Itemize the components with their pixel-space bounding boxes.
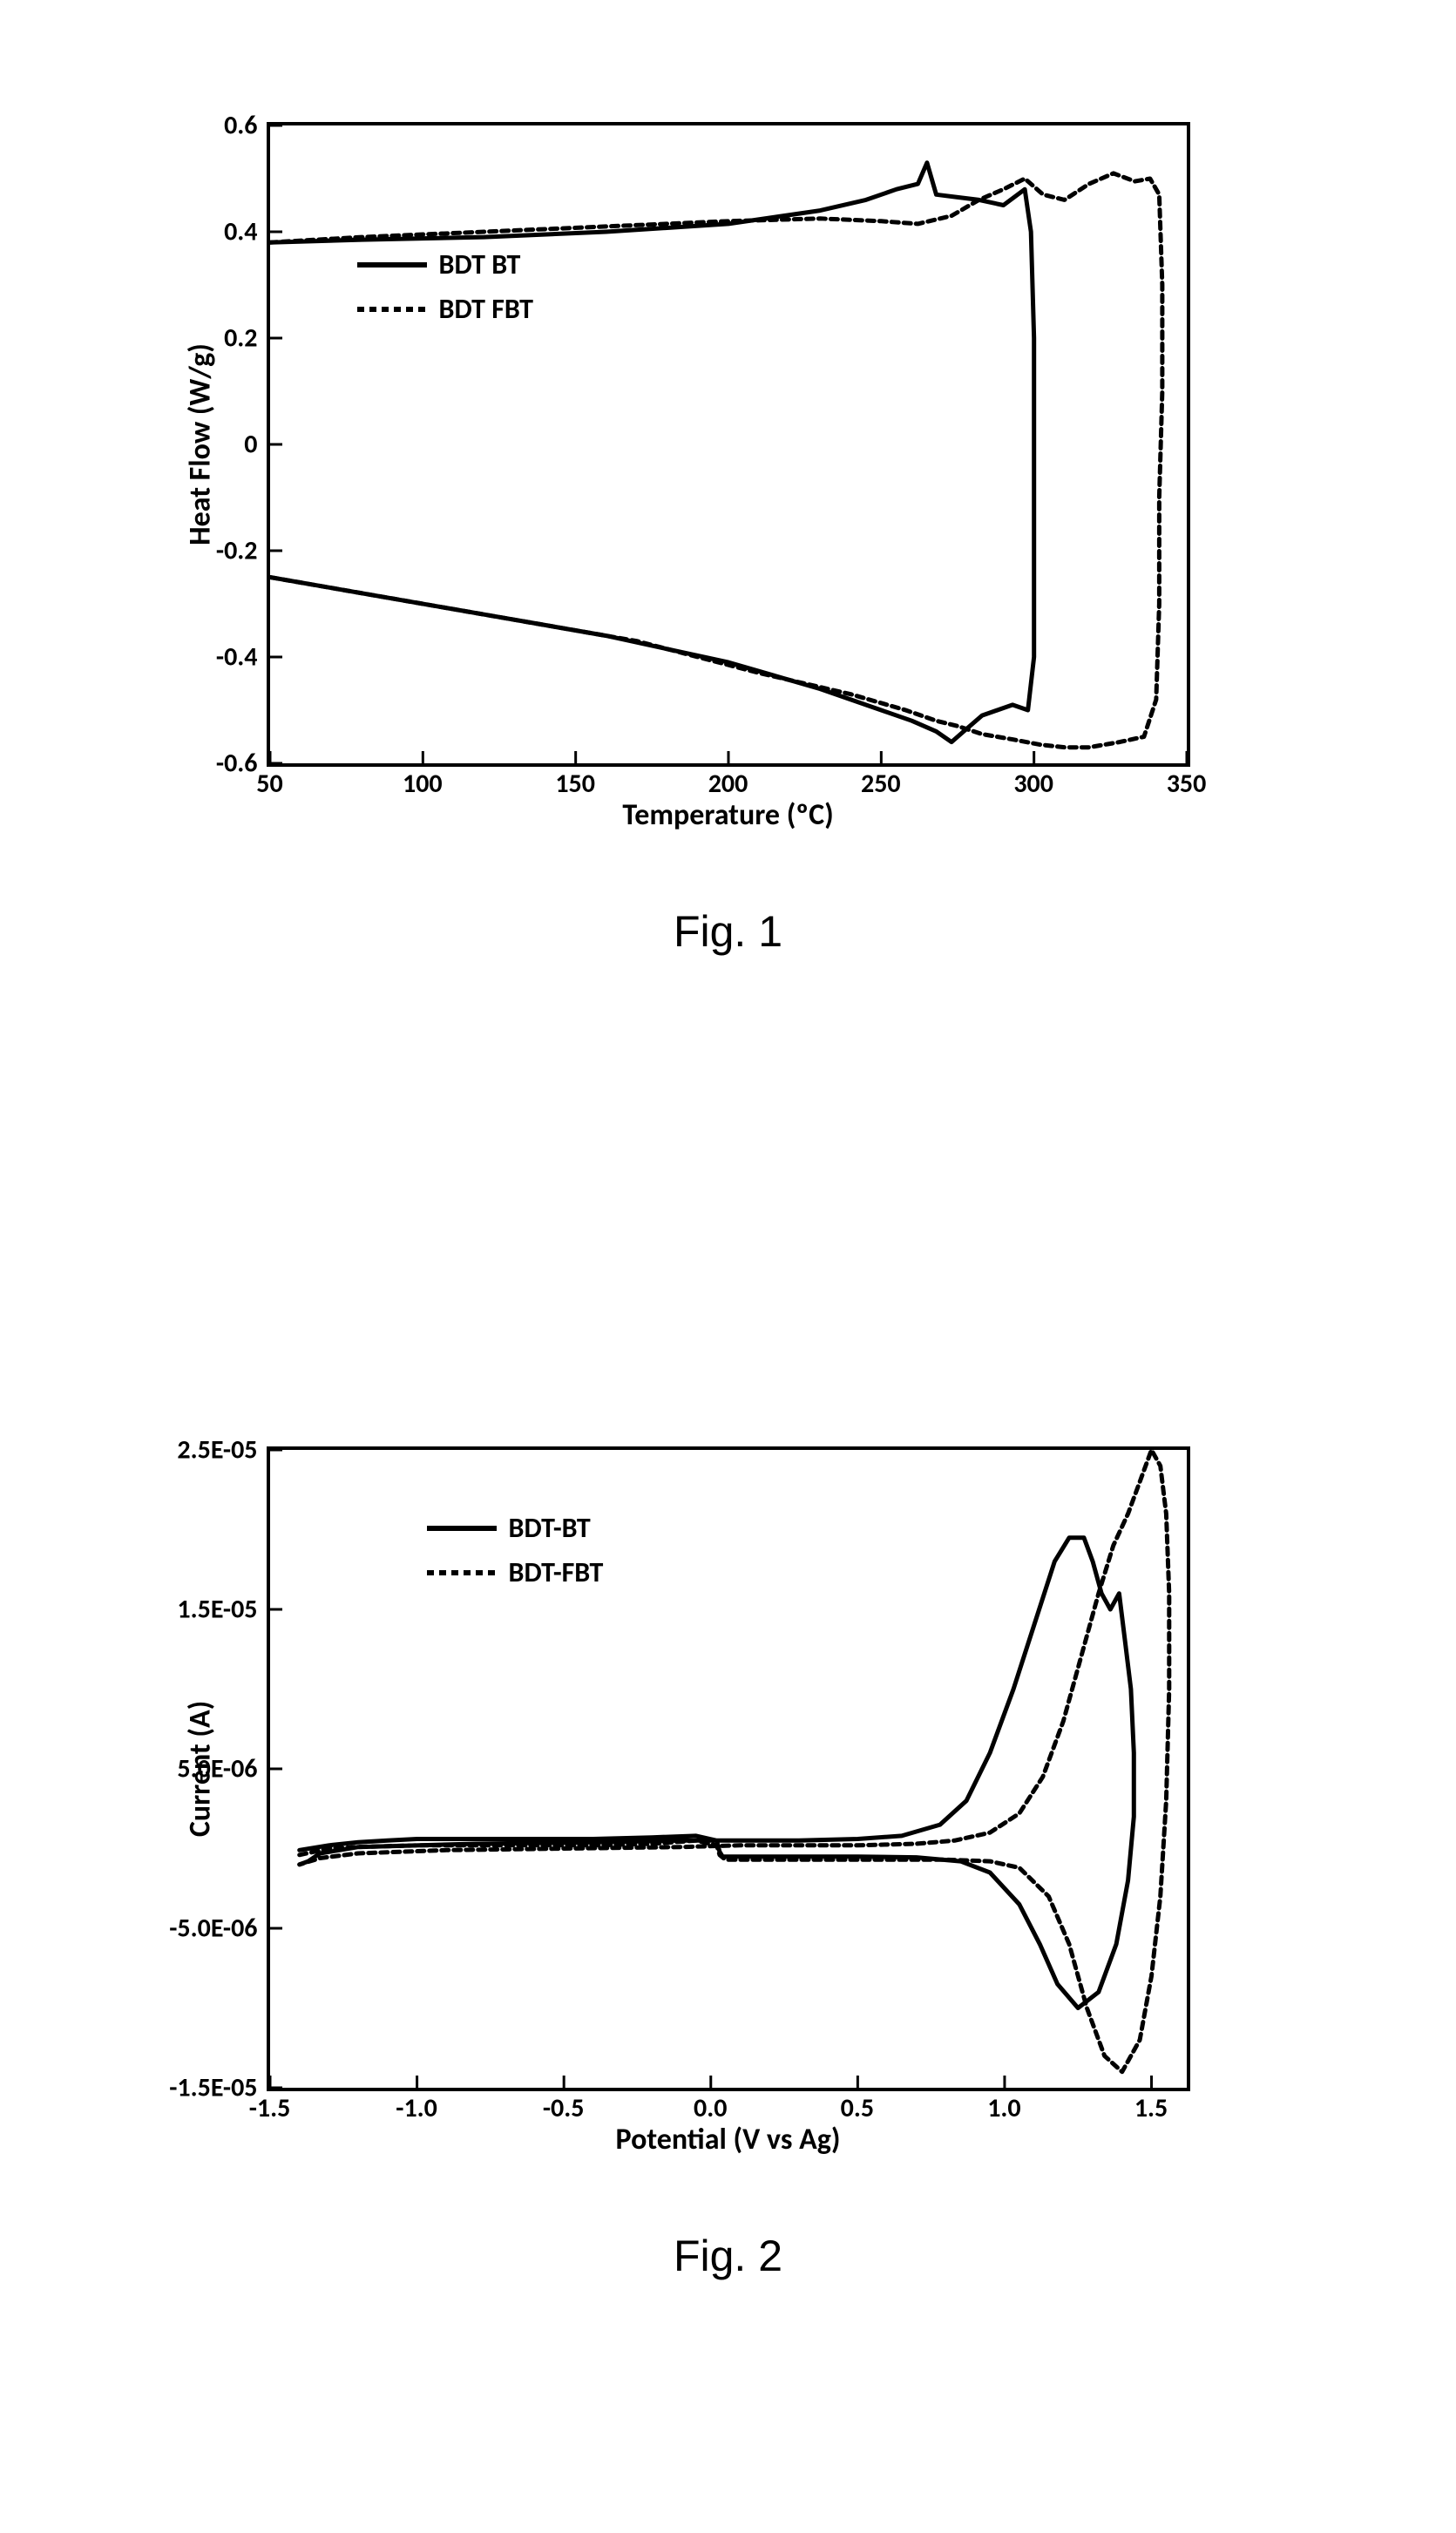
figure1-xtick-1: 100 [403,768,443,800]
fig2-svg [270,1450,1187,2088]
figure1-ytick-0: -0.6 [216,748,258,780]
figure1-legend-row-1: BDT FBT [357,292,534,326]
figure1-ytick-2: -0.2 [216,535,258,567]
figure2-xtick-1: -1.0 [396,2092,437,2124]
figure2-legend-label-0: BDT-BT [509,1511,591,1545]
figure1-xtick-2: 150 [555,768,595,800]
fig1-svg [270,125,1187,763]
figure1-ytick-5: 0.4 [224,216,257,248]
figure2-xtick-5: 1.0 [987,2092,1020,2124]
figure2-xtick-6: 1.5 [1134,2092,1168,2124]
figure2-ytick-3: 1.5E-05 [177,1594,257,1626]
fig1-y-axis-label: Heat Flow (W/g) [182,343,218,545]
fig1-x-axis-label: Temperature (ºC) [622,797,833,833]
figure2-ytick-1: -5.0E-06 [169,1913,257,1945]
figure1-legend-label-1: BDT FBT [439,292,534,326]
figure2-ytick-2: 5.0E-06 [177,1753,257,1785]
figure1-legend-swatch-1 [357,296,427,322]
fig1-caption: Fig. 1 [674,906,782,957]
figure-2: Current (A) Potential (V vs Ag) BDT-BTBD… [267,1446,1190,2091]
figure2-legend-label-1: BDT-FBT [509,1555,604,1589]
figure2-legend-swatch-1 [427,1560,497,1586]
figure1-xtick-5: 300 [1013,768,1053,800]
fig2-plot-area: Current (A) Potential (V vs Ag) BDT-BTBD… [267,1446,1190,2091]
figure1-xtick-0: 50 [256,768,282,800]
figure1-ytick-4: 0.2 [224,322,257,355]
figure2-xtick-4: 0.5 [841,2092,874,2124]
figure2-xtick-3: 0.0 [694,2092,727,2124]
fig2-x-axis-label: Potential (V vs Ag) [616,2122,841,2157]
figure2-xtick-2: -0.5 [543,2092,585,2124]
figure2-legend-swatch-0 [427,1515,497,1541]
figure1-ytick-6: 0.6 [224,110,257,142]
figure1-legend-label-0: BDT BT [439,247,521,281]
figure1-xtick-6: 350 [1167,768,1207,800]
figure2-ytick-4: 2.5E-05 [177,1434,257,1466]
figure2-legend-row-0: BDT-BT [427,1511,604,1545]
figure1-xtick-4: 250 [861,768,901,800]
fig1-plot-area: Heat Flow (W/g) Temperature (ºC) BDT BTB… [267,122,1190,767]
figure1-legend-swatch-0 [357,252,427,278]
figure1-ytick-3: 0 [244,429,257,461]
figure1-legend-row-0: BDT BT [357,247,534,281]
figure1-ytick-1: -0.4 [216,641,258,674]
fig1-legend: BDT BT BDT FBT [357,247,534,336]
figure2-series-0 [299,1538,1134,2008]
figure2-ytick-0: -1.5E-05 [169,2072,257,2104]
figure-1: Heat Flow (W/g) Temperature (ºC) BDT BTB… [267,122,1190,767]
figure2-legend-row-1: BDT-FBT [427,1555,604,1589]
figure1-xtick-3: 200 [708,768,748,800]
fig2-caption: Fig. 2 [674,2231,782,2281]
fig2-legend: BDT-BT BDT-FBT [427,1511,604,1600]
